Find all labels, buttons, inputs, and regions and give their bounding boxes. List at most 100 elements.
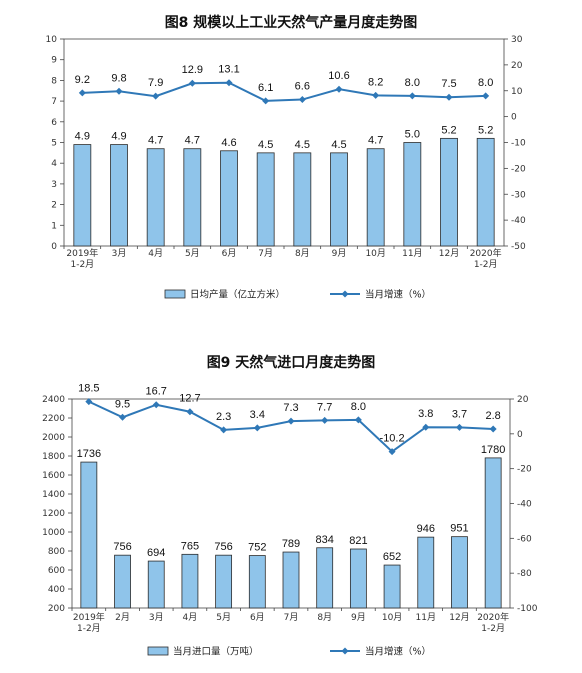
bar (256, 152, 275, 247)
bar-value-label: 694 (147, 547, 165, 559)
bar (248, 555, 266, 609)
y2-tick-label: -40 (517, 500, 532, 510)
x-tick-label: 2020年 1-2月 (470, 247, 502, 270)
legend-bar-swatch (147, 646, 169, 656)
y2-tick-label: -80 (517, 569, 532, 579)
x-tick-label: 7月 (284, 612, 299, 623)
y2-tick-label: 20 (517, 395, 529, 405)
bar-value-label: 1736 (77, 448, 101, 460)
x-tick-label: 12月 (449, 612, 469, 623)
x-tick-label: 9月 (351, 612, 366, 623)
line-value-label: 7.9 (148, 77, 163, 89)
x-tick-label: 2月 (115, 612, 130, 623)
x-tick-label: 4月 (183, 612, 198, 623)
line-value-label: 9.2 (75, 74, 90, 86)
x-tick-label: 4月 (148, 248, 163, 259)
y2-tick-label: -30 (511, 190, 526, 200)
line-value-label: 8.0 (478, 77, 493, 89)
y-tick-label: 6 (51, 118, 57, 128)
bar (330, 152, 348, 247)
y-tick-label: 400 (48, 585, 65, 595)
x-tick-label: 10月 (365, 248, 385, 259)
line-point (298, 96, 306, 104)
y2-tick-label: 30 (511, 35, 523, 45)
line-point (372, 91, 380, 99)
x-tick-label: 5月 (216, 612, 231, 623)
line-value-label: 8.2 (368, 76, 383, 88)
bar-value-label: 5.2 (441, 124, 456, 136)
line-value-label: 6.6 (295, 81, 310, 93)
line-point (186, 408, 194, 416)
bar-value-label: 951 (450, 523, 468, 535)
chart-title: 图8 规模以上工业天然气产量月度走势图 (165, 14, 418, 31)
bar-value-label: 1780 (481, 444, 505, 456)
y2-tick-label: 0 (517, 430, 523, 440)
x-tick-label: 6月 (222, 248, 237, 259)
y-tick-label: 600 (48, 566, 65, 576)
y-tick-label: 200 (48, 604, 65, 614)
x-tick-label: 8月 (295, 248, 310, 259)
line-point (225, 79, 233, 87)
x-tick-label: 8月 (317, 612, 332, 623)
y2-tick-label: -60 (517, 534, 532, 544)
line-value-label: 3.4 (250, 409, 265, 421)
legend-label-bar: 当月进口量（万吨） (173, 646, 259, 658)
x-tick-label: 11月 (416, 612, 436, 623)
bar-value-label: 765 (181, 540, 199, 552)
line-point (85, 398, 93, 406)
plot-frame (63, 38, 505, 247)
y-tick-label: 7 (51, 97, 57, 107)
bar-value-label: 4.7 (185, 135, 200, 147)
y-tick-label: 5 (51, 139, 57, 149)
bar (215, 554, 233, 609)
line-value-label: 7.5 (441, 78, 456, 90)
bar-value-label: 946 (417, 523, 435, 535)
line-value-label: 3.7 (452, 408, 467, 420)
x-tick-label: 11月 (402, 248, 422, 259)
y-tick-label: 3 (51, 180, 57, 190)
line-value-label: 8.0 (351, 401, 366, 413)
bar (451, 536, 468, 609)
bar-value-label: 789 (282, 538, 300, 550)
line-value-label: 9.8 (111, 72, 126, 84)
bar (146, 148, 165, 247)
bar-value-label: 5.2 (478, 124, 493, 136)
chart-gas-imports: 图9 天然气进口月度走势图 20040060080010001200140016… (42, 354, 538, 658)
line-value-label: 7.7 (317, 401, 332, 413)
x-tick-label: 7月 (258, 248, 273, 259)
line-point (152, 401, 160, 409)
bar (110, 144, 128, 247)
y-tick-label: 1200 (42, 509, 65, 519)
bar (349, 548, 367, 609)
line-point (152, 92, 160, 100)
legend-label-line: 当月增速（%） (365, 289, 431, 301)
line-value-label: 6.1 (258, 82, 273, 94)
bar (183, 148, 202, 247)
bar-value-label: 4.5 (331, 139, 346, 151)
line-point (321, 416, 329, 424)
x-tick-label: 10月 (382, 612, 402, 623)
line-point (354, 416, 362, 424)
line-value-label: -10.2 (380, 433, 405, 445)
legend-label-bar: 日均产量（亿立方米） (190, 289, 285, 301)
y-tick-label: 1600 (42, 471, 65, 481)
bar (114, 554, 131, 609)
x-tick-label: 6月 (250, 612, 265, 623)
bar-value-label: 756 (214, 541, 232, 553)
bar-value-label: 756 (113, 541, 131, 553)
y-tick-label: 1800 (42, 452, 65, 462)
y2-tick-label: -100 (517, 604, 538, 614)
y-tick-label: 0 (51, 242, 57, 252)
y-tick-label: 1 (51, 221, 57, 231)
line-point (115, 87, 123, 95)
y2-tick-label: -20 (511, 164, 526, 174)
line-point (220, 426, 228, 434)
line-value-label: 8.0 (405, 77, 420, 89)
line-value-label: 18.5 (78, 383, 99, 395)
chart-title: 图9 天然气进口月度走势图 (207, 354, 376, 371)
bar (484, 457, 502, 609)
bar-value-label: 834 (316, 534, 334, 546)
x-tick-label: 3月 (149, 612, 164, 623)
y-tick-label: 2 (51, 201, 57, 211)
line-point (445, 93, 453, 101)
